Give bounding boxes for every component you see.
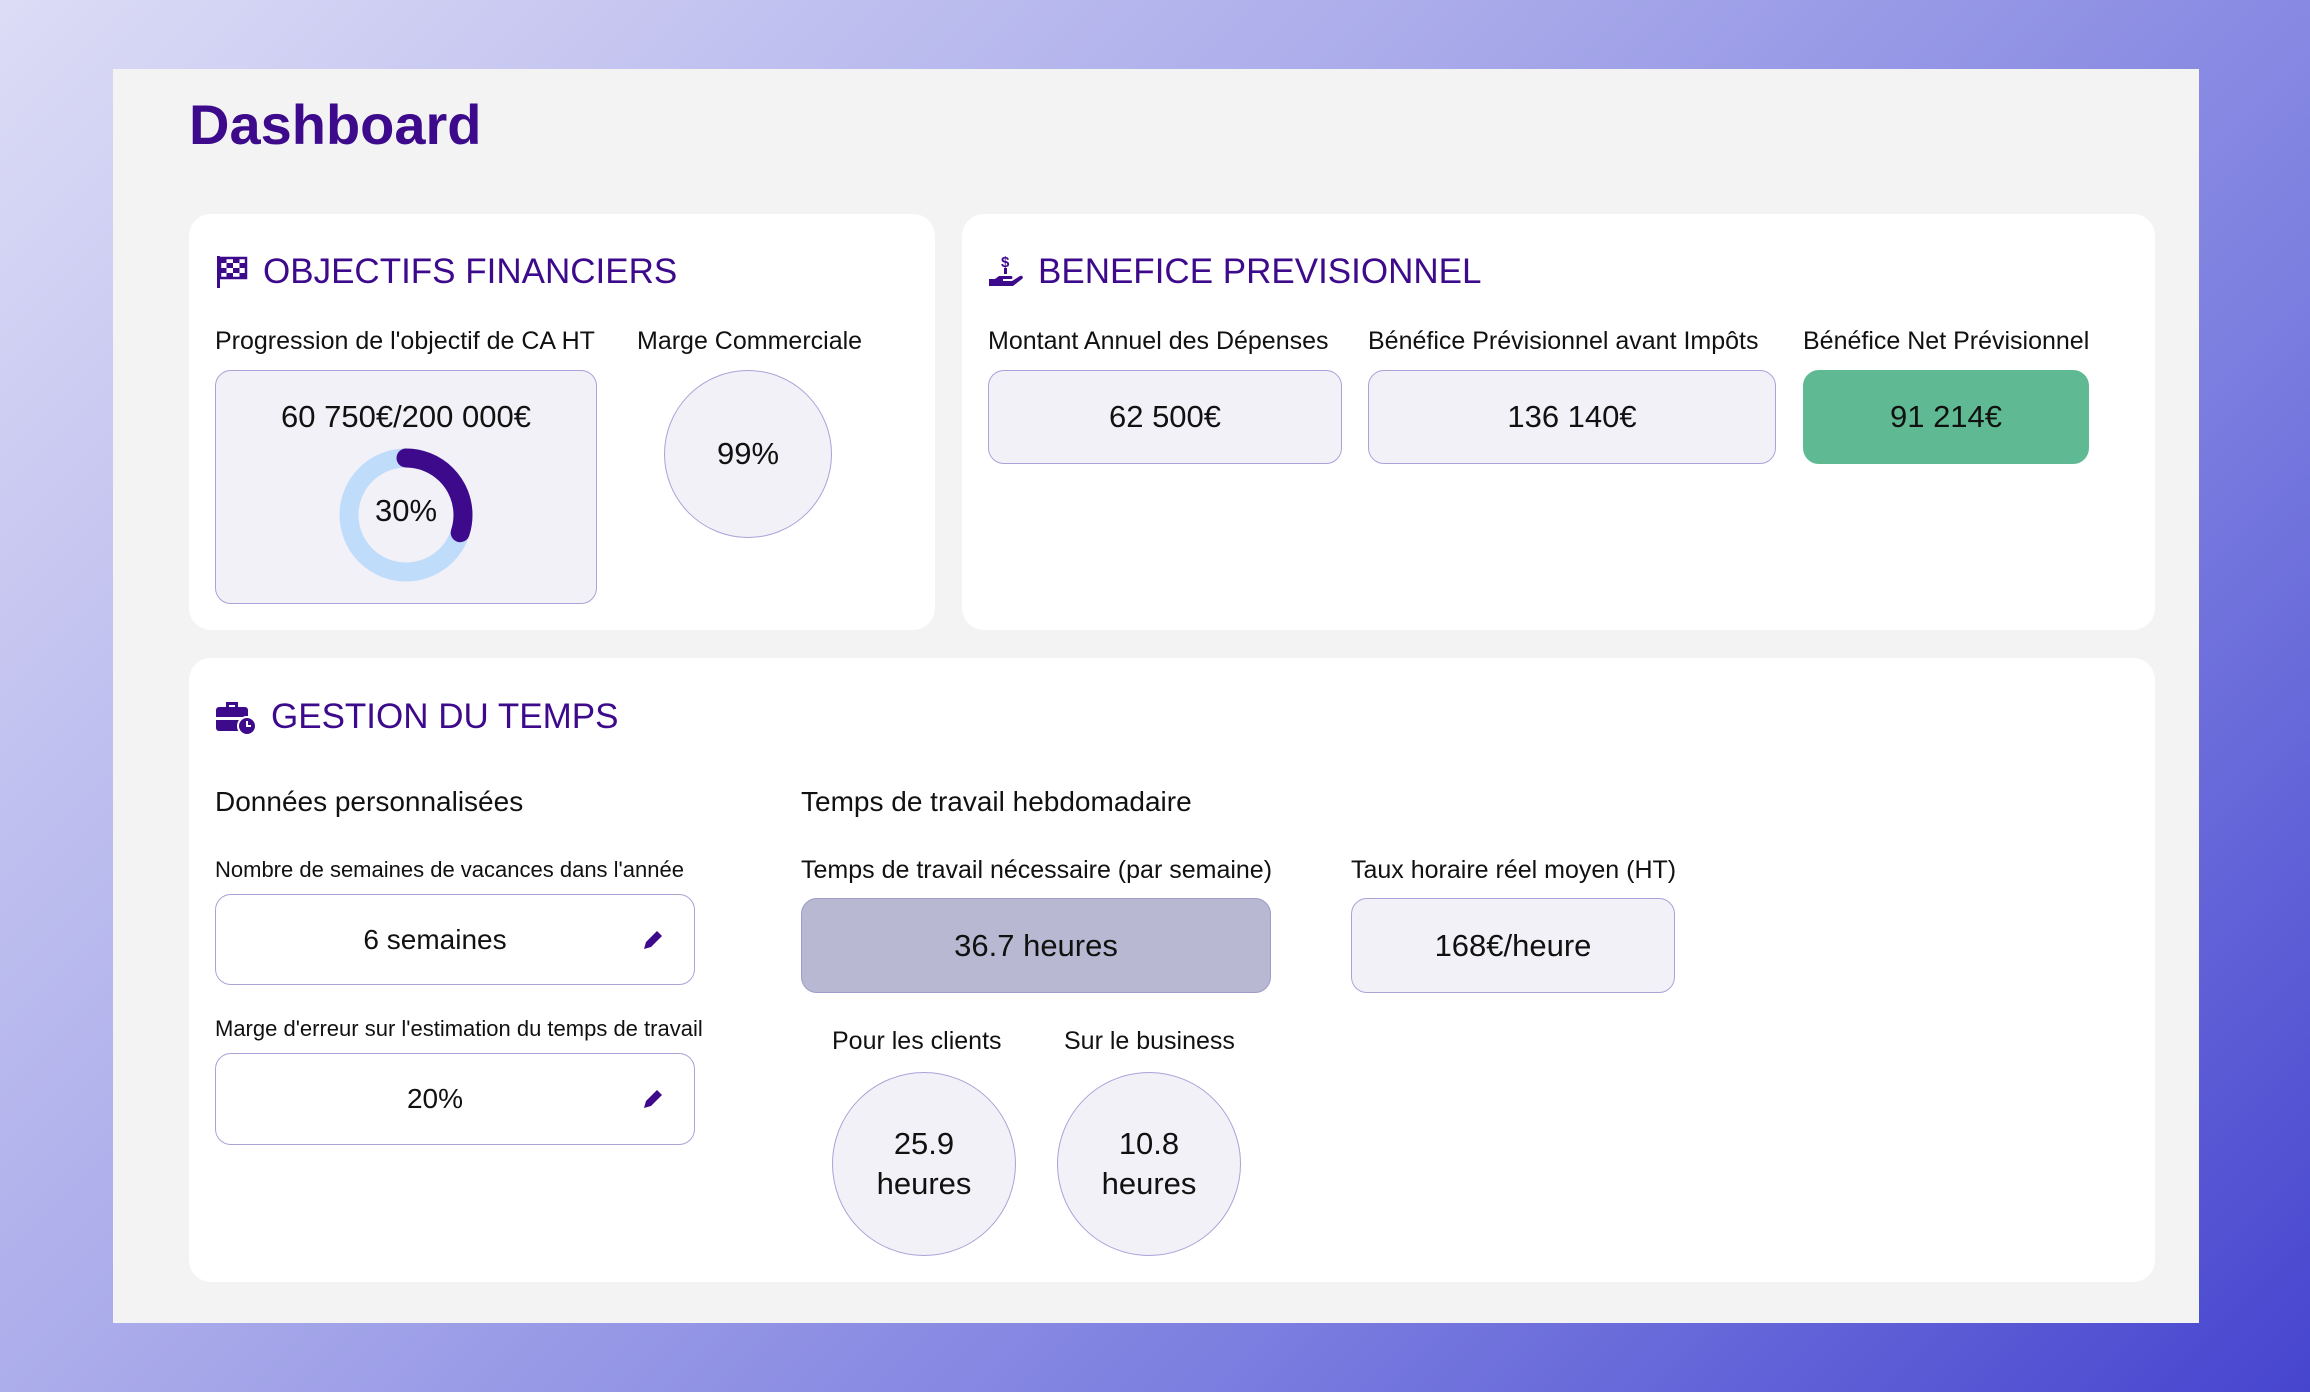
objectifs-heading: OBJECTIFS FINANCIERS — [215, 252, 677, 292]
checkered-flag-icon — [217, 256, 248, 288]
svg-text:$: $ — [1001, 254, 1010, 271]
marge-erreur-value: 20% — [406, 1083, 464, 1114]
progress-ring-fill — [339, 448, 473, 582]
objectifs-heading-text: OBJECTIFS FINANCIERS — [263, 252, 678, 291]
perso-title: Données personnalisées — [215, 786, 524, 817]
progress-percent: 30% — [374, 493, 438, 528]
benefice-net-label: Bénéfice Net Prévisionnel — [1803, 327, 2090, 355]
vacances-label: Nombre de semaines de vacances dans l'an… — [215, 857, 684, 882]
vacances-input[interactable]: 6 semaines — [215, 894, 695, 985]
depenses-value: 62 500€ — [988, 370, 1342, 464]
clients-value: 25.9 — [893, 1125, 955, 1161]
progress-ring — [339, 448, 473, 582]
benefice-heading-text: BENEFICE PREVISIONNEL — [1038, 252, 1482, 291]
page-title: Dashboard — [189, 93, 482, 156]
clients-label: Pour les clients — [832, 1027, 1002, 1055]
marge-erreur-input[interactable]: 20% — [215, 1053, 695, 1145]
necessaire-label: Temps de travail nécessaire (par semaine… — [801, 856, 1273, 884]
temps-heading: GESTION DU TEMPS — [215, 697, 618, 737]
marge-label: Marge Commerciale — [637, 327, 863, 355]
marge-erreur-label: Marge d'erreur sur l'estimation du temps… — [215, 1016, 703, 1041]
hand-dollar-icon: $ — [989, 254, 1023, 286]
depenses-label: Montant Annuel des Dépenses — [988, 327, 1329, 355]
benefice-avant-impots-value: 136 140€ — [1368, 370, 1776, 464]
business-circle: 10.8 heures — [1057, 1072, 1241, 1256]
temps-heading-text: GESTION DU TEMPS — [271, 697, 619, 736]
briefcase-clock-icon — [216, 702, 257, 735]
taux-label: Taux horaire réel moyen (HT) — [1351, 856, 1677, 884]
hebdo-title: Temps de travail hebdomadaire — [801, 786, 1192, 817]
progress-amount: 60 750€/200 000€ — [281, 399, 531, 434]
clients-circle: 25.9 heures — [832, 1072, 1016, 1256]
pencil-icon[interactable] — [640, 927, 666, 953]
business-value: 10.8 — [1118, 1125, 1180, 1161]
business-label: Sur le business — [1064, 1027, 1235, 1055]
progress-box: 60 750€/200 000€ 30% — [215, 370, 597, 604]
necessaire-value: 36.7 heures — [801, 898, 1271, 993]
pencil-icon[interactable] — [640, 1086, 666, 1112]
benefice-heading: $ BENEFICE PREVISIONNEL — [988, 252, 1481, 292]
taux-value: 168€/heure — [1351, 898, 1675, 993]
business-unit: heures — [1101, 1166, 1197, 1201]
clients-unit: heures — [876, 1166, 972, 1201]
benefice-net-value: 91 214€ — [1803, 370, 2089, 464]
marge-circle: 99% — [664, 370, 832, 538]
benefice-avant-impots-label: Bénéfice Prévisionnel avant Impôts — [1368, 327, 1759, 355]
progress-label: Progression de l'objectif de CA HT — [215, 327, 595, 355]
vacances-value: 6 semaines — [363, 923, 507, 955]
